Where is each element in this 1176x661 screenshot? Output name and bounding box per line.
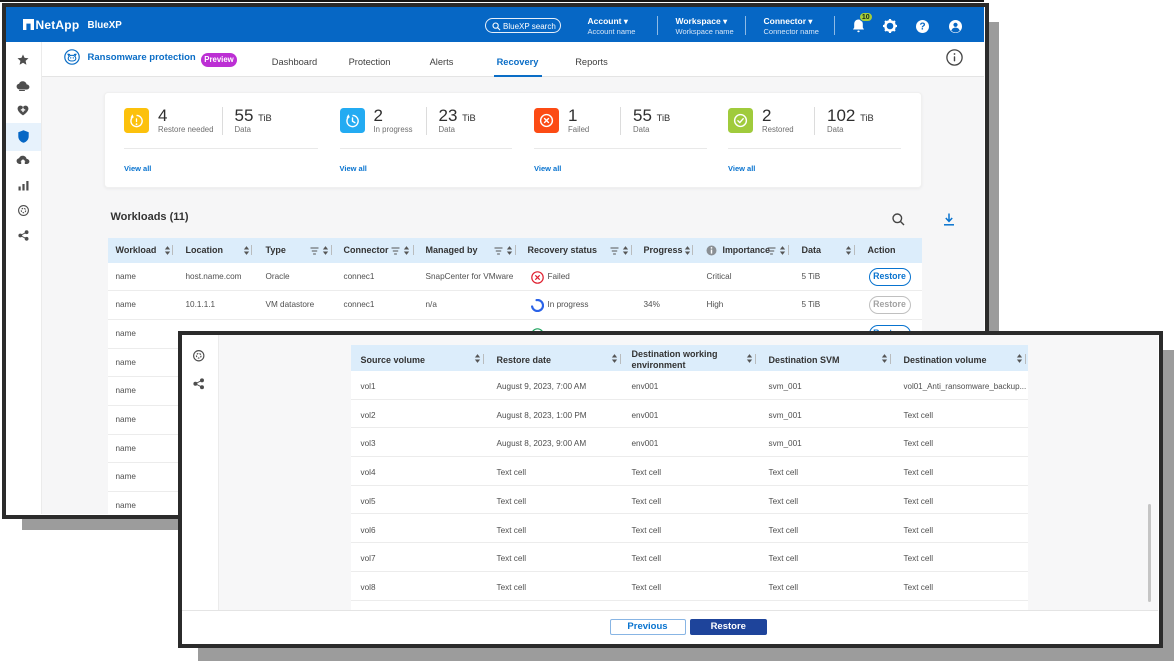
svg-text:?: ? (919, 21, 925, 32)
